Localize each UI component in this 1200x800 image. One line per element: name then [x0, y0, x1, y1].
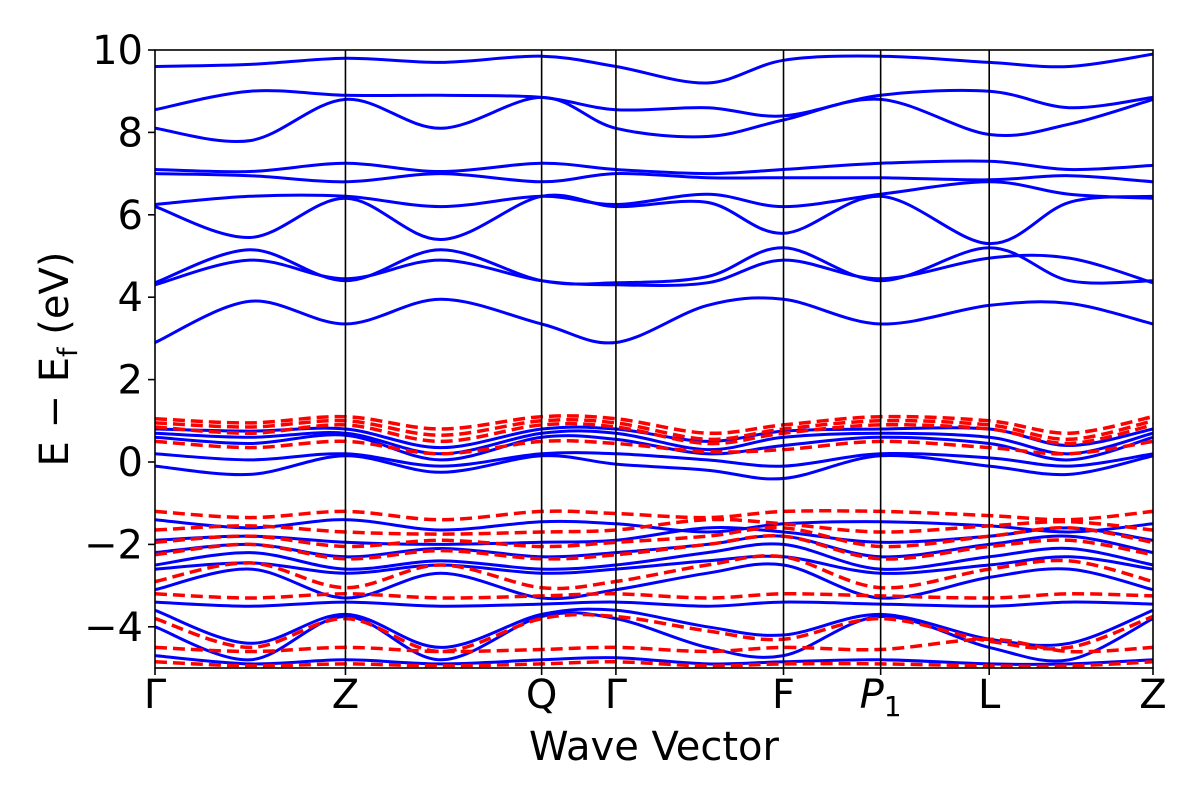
x-tick-label-4: F: [772, 672, 795, 718]
band-line-solid-23: [155, 611, 1153, 663]
band-lines: [155, 52, 1153, 668]
band-line-dashed-1: [155, 417, 1153, 442]
band-line-solid-3: [155, 193, 1153, 246]
band-line-solid-21: [155, 600, 1153, 608]
band-line-dashed-0: [155, 414, 1153, 436]
y-axis-label: E − Ef (eV): [32, 252, 84, 467]
y-axis-ticks: −4 −2 0 2 4 6 8 10: [84, 28, 155, 651]
x-tick-label-1: Z: [332, 672, 359, 718]
y-tick-label-0: −4: [84, 605, 143, 651]
band-line-solid-0: [155, 296, 1153, 345]
band-line-dashed-2: [155, 421, 1153, 446]
x-tick-label-6: L: [978, 672, 1001, 718]
y-tick-label-2: 0: [118, 440, 143, 486]
high-symmetry-lines: [344, 50, 991, 668]
band-line-solid-1: [155, 246, 1153, 286]
y-axis-label-sub: f: [53, 346, 84, 357]
band-line-solid-6: [155, 159, 1153, 176]
band-line-solid-13: [155, 451, 1153, 468]
band-line-dashed-7: [155, 533, 1153, 561]
x-axis-label: Wave Vector: [529, 724, 780, 770]
y-axis-label-unit: (eV): [32, 252, 78, 348]
band-line-dashed-11: [155, 637, 1153, 654]
y-tick-label-3: 2: [118, 358, 143, 404]
band-line-dashed-8: [155, 554, 1153, 591]
y-axis-label-main: E − E: [32, 357, 78, 467]
band-line-dashed-4: [155, 509, 1153, 522]
band-line-dashed-6: [155, 525, 1153, 549]
plot-frame: [154, 49, 1154, 669]
band-line-solid-7: [155, 95, 1153, 143]
band-line-solid-4: [155, 180, 1153, 209]
band-line-solid-14: [155, 454, 1153, 481]
band-line-solid-11: [155, 429, 1153, 456]
band-line-dashed-3: [155, 439, 1153, 456]
band-line-solid-24: [155, 654, 1153, 666]
x-tick-label-5: P1: [860, 672, 902, 723]
y-tick-label-5: 6: [118, 193, 143, 239]
band-line-dashed-12: [155, 660, 1153, 668]
x-tick-label-3: Γ: [605, 672, 628, 718]
band-line-dashed-9: [155, 592, 1153, 600]
y-tick-label-6: 8: [118, 110, 143, 156]
x-tick-label-7: Z: [1139, 672, 1166, 718]
x-tick-label-0: Γ: [144, 672, 167, 718]
band-line-solid-20: [155, 562, 1153, 601]
band-line-solid-9: [155, 52, 1153, 85]
band-line-solid-5: [155, 172, 1153, 184]
band-line-solid-18: [155, 542, 1153, 571]
band-line-dashed-10: [155, 612, 1153, 654]
band-line-dashed-5: [155, 517, 1153, 536]
x-tick-label-2: Q: [526, 672, 557, 718]
band-line-solid-19: [155, 554, 1153, 575]
x-axis-ticks: Γ Z Q Γ F P1 L Z: [144, 668, 1167, 723]
y-tick-label-7: 10: [92, 28, 143, 74]
y-tick-label-4: 4: [118, 275, 143, 321]
band-line-solid-8: [155, 88, 1153, 118]
y-tick-label-1: −2: [84, 522, 143, 568]
